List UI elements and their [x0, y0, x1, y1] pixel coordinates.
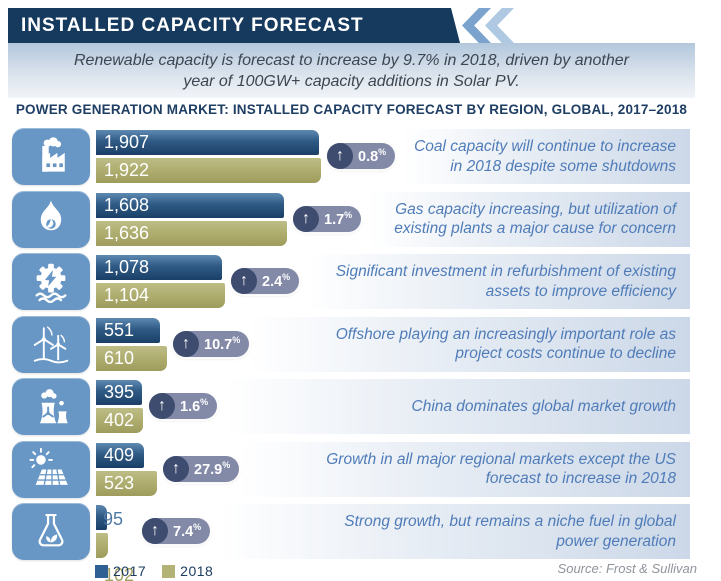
- bar-2017: 1,907: [96, 130, 319, 155]
- up-arrow-icon: ↑: [163, 455, 189, 482]
- bar-2017-value: 1,907: [104, 132, 150, 152]
- source-attribution: Source: Frost & Sullivan: [557, 561, 697, 576]
- bar-2017: 1,078: [96, 255, 222, 280]
- growth-badge: ↑ 1.7%: [293, 205, 362, 232]
- growth-badge-value: 1.7%: [324, 209, 353, 228]
- row-note: Significant investment in refurbishment …: [335, 263, 676, 300]
- growth-badge-value: 27.9%: [194, 459, 231, 478]
- chart-legend: 2017 2018: [95, 563, 213, 579]
- bar-2017-value: 1,608: [104, 194, 150, 215]
- legend-swatch-2018: [162, 564, 176, 578]
- legend-item-2017: 2017: [95, 563, 146, 579]
- row-note-strip: China dominates global market growth: [225, 379, 690, 434]
- bar-2018-value: 1,104: [104, 285, 150, 305]
- bar-2018-value: 102: [104, 565, 135, 581]
- chart-row-4: China dominates global market growth 395…: [0, 378, 721, 435]
- row-note: Gas capacity increasing, but utilization…: [394, 200, 676, 238]
- bar-2018: 523: [96, 470, 157, 496]
- bar-2018: 1,636: [96, 220, 287, 246]
- legend-item-2018: 2018: [162, 563, 213, 579]
- up-arrow-icon: ↑: [149, 393, 175, 419]
- bar-2018: 1,922: [96, 158, 321, 183]
- percent-sign: %: [200, 397, 209, 408]
- chart-row-6: Strong growth, but remains a niche fuel …: [0, 503, 721, 581]
- chart-row-2: Significant investment in refurbishment …: [0, 253, 721, 310]
- gas-flame-icon: [12, 190, 90, 248]
- bar-2018: 1,104: [96, 283, 225, 308]
- chart-title: POWER GENERATION MARKET: INSTALLED CAPAC…: [15, 102, 688, 117]
- row-note-strip: Growth in all major regional markets exc…: [239, 441, 690, 497]
- bar-2017-value: 95: [103, 509, 124, 529]
- bar-2018-value: 402: [104, 410, 135, 430]
- bar-2018: 610: [96, 345, 167, 371]
- growth-badge-value: 10.7%: [204, 334, 241, 353]
- row-note-strip: Strong growth, but remains a niche fuel …: [218, 504, 690, 559]
- chart-row-3: Offshore playing an increasingly importa…: [0, 315, 721, 373]
- row-note: Coal capacity will continue to increase …: [414, 138, 676, 175]
- growth-badge-value: 2.4%: [262, 272, 291, 290]
- percent-sign: %: [222, 459, 231, 470]
- bar-2017-value: 1,078: [104, 257, 150, 277]
- page-title: INSTALLED CAPACITY FORECAST: [8, 8, 460, 43]
- bar-2017: 409: [96, 442, 144, 468]
- up-arrow-icon: ↑: [173, 330, 199, 357]
- page-title-text: INSTALLED CAPACITY FORECAST: [21, 15, 364, 36]
- row-note: Growth in all major regional markets exc…: [326, 450, 676, 488]
- highlight-banner-text: Renewable capacity is forecast to increa…: [74, 51, 629, 90]
- growth-badge: ↑ 0.8%: [327, 143, 396, 169]
- bar-2018-value: 1,636: [104, 222, 150, 243]
- up-arrow-icon: ↑: [293, 205, 319, 232]
- percent-sign: %: [344, 209, 353, 220]
- percent-sign: %: [282, 272, 291, 283]
- up-arrow-icon: ↑: [231, 268, 257, 294]
- row-note-strip: Offshore playing an increasingly importa…: [249, 316, 690, 372]
- nuclear-plant-icon: [12, 378, 90, 435]
- bar-2017-value: 551: [104, 319, 135, 340]
- growth-badge: ↑ 2.4%: [231, 268, 300, 294]
- row-note-strip: Coal capacity will continue to increase …: [403, 129, 690, 184]
- legend-label-2017: 2017: [113, 563, 147, 579]
- up-arrow-icon: ↑: [327, 143, 353, 169]
- chart-row-5: Growth in all major regional markets exc…: [0, 440, 721, 498]
- row-note: Offshore playing an increasingly importa…: [335, 325, 676, 363]
- bar-2017: 1,608: [96, 192, 284, 218]
- bar-2017: 551: [96, 317, 160, 343]
- growth-badge-value: 0.8%: [358, 147, 387, 165]
- bar-2018: 402: [96, 408, 143, 433]
- chart-row-0: Coal capacity will continue to increase …: [0, 128, 721, 185]
- chevron-left-icon: [485, 8, 514, 43]
- growth-badge: ↑ 10.7%: [173, 330, 250, 357]
- growth-badge-value: 7.4%: [173, 522, 202, 540]
- bar-2018: 102: [96, 533, 134, 581]
- coal-plant-icon: [12, 128, 90, 185]
- up-arrow-icon: ↑: [142, 518, 168, 544]
- chart-row-1: Gas capacity increasing, but utilization…: [0, 190, 721, 248]
- growth-badge: ↑ 1.6%: [149, 393, 218, 419]
- row-note-strip: Significant investment in refurbishment …: [307, 254, 690, 309]
- legend-swatch-2017: [95, 564, 108, 578]
- bar-2017-value: 395: [104, 382, 135, 402]
- bar-2017: 95: [96, 505, 123, 530]
- bar-2017-value: 409: [104, 444, 135, 465]
- bar-2018-value: 610: [104, 347, 135, 368]
- row-note-strip: Gas capacity increasing, but utilization…: [369, 191, 690, 247]
- percent-sign: %: [232, 334, 241, 345]
- percent-sign: %: [193, 522, 202, 533]
- bar-2017: 395: [96, 380, 142, 405]
- bar-2018-value: 523: [104, 472, 135, 493]
- solar-panel-icon: [12, 440, 90, 498]
- bioenergy-flask-icon: [12, 503, 90, 560]
- bar-2018-value: 1,922: [104, 160, 150, 180]
- growth-badge: ↑ 7.4%: [142, 518, 211, 544]
- row-note: Strong growth, but remains a niche fuel …: [344, 513, 676, 550]
- hydro-power-icon: [12, 253, 90, 310]
- wind-turbine-icon: [12, 315, 90, 373]
- growth-badge: ↑ 27.9%: [163, 455, 240, 482]
- percent-sign: %: [378, 147, 387, 158]
- row-note: China dominates global market growth: [411, 397, 677, 415]
- growth-badge-value: 1.6%: [180, 397, 209, 415]
- legend-label-2018: 2018: [180, 563, 214, 579]
- highlight-banner: Renewable capacity is forecast to increa…: [8, 43, 695, 98]
